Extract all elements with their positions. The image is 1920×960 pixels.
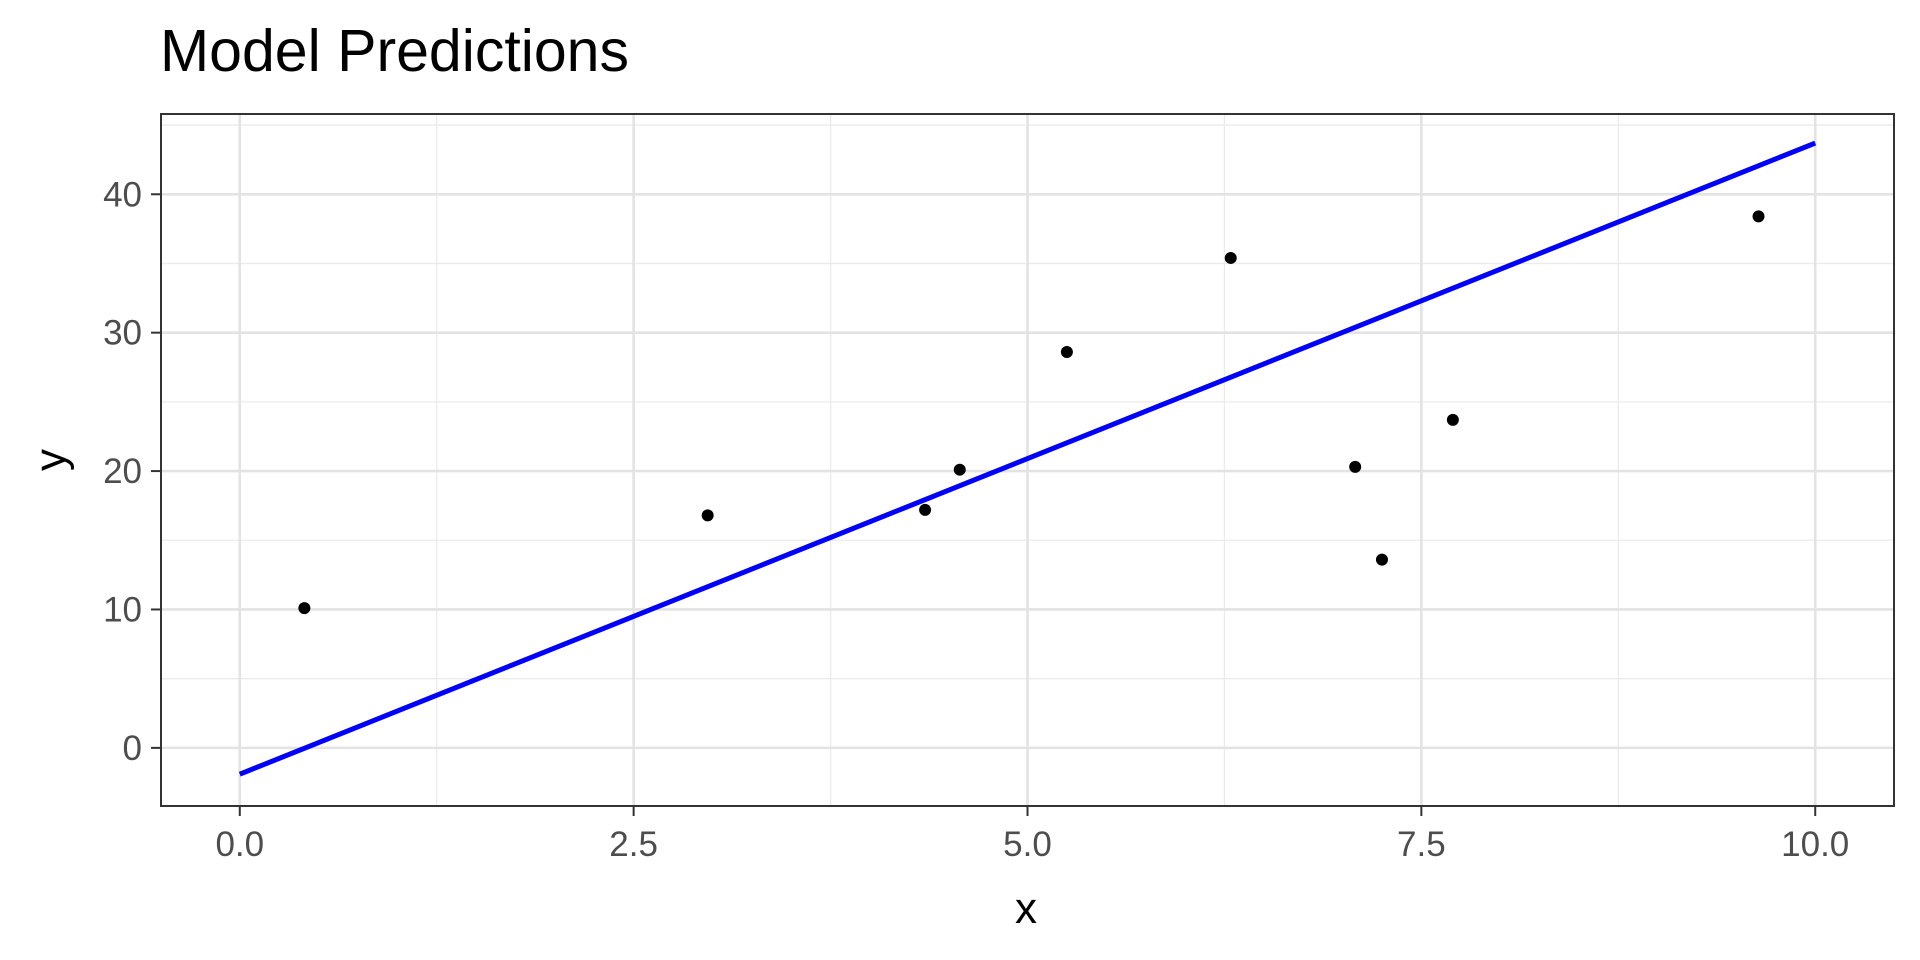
grid-lines: [161, 114, 1894, 806]
axis-ticks: 0.0 2.5 5.0 7.5 10.0 0 10 20 30 40: [103, 175, 1849, 864]
data-point: [298, 602, 311, 615]
data-point: [1060, 346, 1073, 359]
chart-title: Model Predictions: [160, 18, 629, 84]
x-tick-label: 0.0: [215, 825, 264, 864]
data-point: [919, 503, 932, 516]
y-tick-label: 30: [103, 314, 142, 353]
data-points: [298, 210, 1765, 615]
x-tick-label: 10.0: [1781, 825, 1849, 864]
x-tick-label: 5.0: [1003, 825, 1052, 864]
data-point: [1446, 413, 1459, 426]
y-tick-label: 10: [103, 590, 142, 629]
y-tick-label: 20: [103, 452, 142, 491]
fit-line-layer: [238, 140, 1817, 777]
fit-line: [238, 140, 1817, 777]
y-tick-label: 0: [123, 729, 142, 768]
y-tick-label: 40: [103, 175, 142, 214]
data-point: [701, 509, 714, 522]
data-point: [1375, 553, 1388, 566]
x-tick-label: 2.5: [609, 825, 658, 864]
data-point: [1752, 210, 1765, 223]
data-point: [1224, 251, 1237, 264]
data-point: [953, 463, 966, 476]
y-axis-title: y: [26, 449, 75, 471]
x-tick-label: 7.5: [1397, 825, 1446, 864]
data-point: [1349, 460, 1362, 473]
x-axis-title: x: [1015, 884, 1037, 933]
